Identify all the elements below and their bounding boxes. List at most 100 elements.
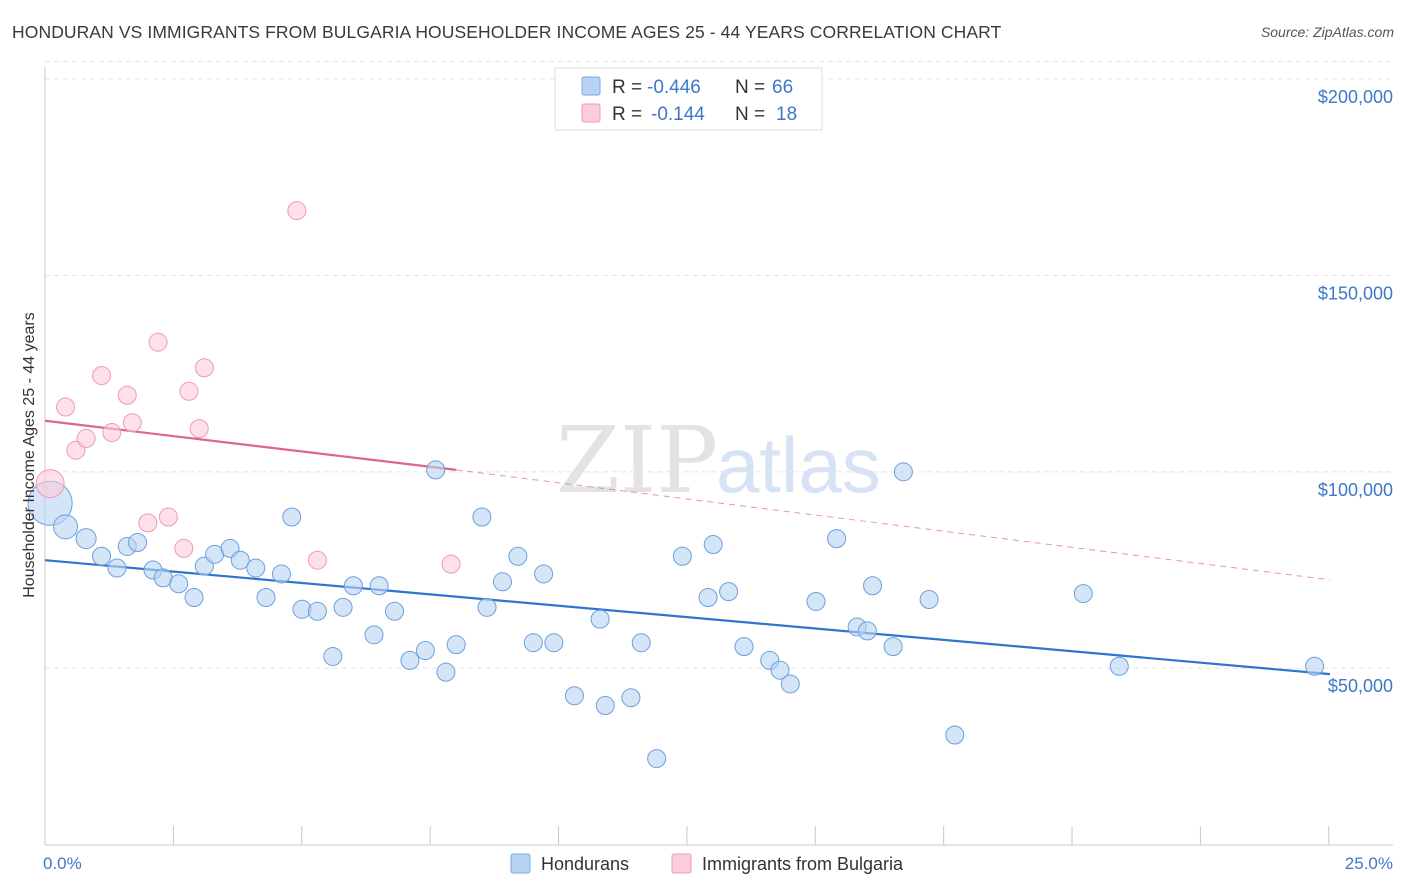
legend: R = -0.446 N = 66 R = -0.144 N = 18 — [554, 67, 823, 131]
point-hondurans-54 — [827, 529, 847, 549]
y-tick-label-1: $150,000 — [1318, 283, 1393, 303]
point-bulgaria-15 — [287, 201, 307, 221]
point-hondurans-37 — [534, 564, 554, 584]
watermark-atlas: atlas — [716, 421, 881, 509]
legend-r-value-hondurans: -0.446 — [647, 77, 701, 98]
legend-n-value-hondurans: 66 — [772, 77, 793, 98]
point-hondurans-36 — [523, 633, 543, 653]
point-hondurans-14 — [230, 550, 250, 570]
point-hondurans-17 — [271, 564, 291, 584]
x-tick-left: 0.0% — [43, 854, 82, 873]
point-hondurans-27 — [400, 650, 420, 670]
legend-n-value-bulgaria: 18 — [776, 104, 797, 125]
point-hondurans-24 — [364, 625, 384, 645]
point-hondurans-45 — [672, 546, 692, 566]
bottom-legend-hondurans: Hondurans — [541, 854, 629, 874]
legend-n-label-2: N = — [735, 104, 765, 125]
point-hondurans-6 — [128, 533, 148, 553]
watermark: ZIP atlas — [556, 407, 881, 514]
point-hondurans-35 — [508, 546, 528, 566]
point-hondurans-26 — [385, 601, 405, 621]
point-hondurans-34 — [492, 572, 512, 592]
point-bulgaria-17 — [441, 554, 461, 574]
point-hondurans-10 — [184, 588, 204, 608]
point-hondurans-49 — [734, 637, 754, 657]
point-hondurans-23 — [343, 576, 363, 596]
point-bulgaria-4 — [92, 366, 112, 386]
point-hondurans-1 — [53, 514, 79, 540]
point-bulgaria-3 — [76, 428, 96, 448]
trend-line-dashed-1 — [456, 469, 1331, 581]
point-hondurans-48 — [719, 582, 739, 602]
point-bulgaria-0 — [35, 469, 65, 499]
chart-title: HONDURAN VS IMMIGRANTS FROM BULGARIA HOU… — [12, 22, 1002, 42]
point-hondurans-21 — [323, 646, 343, 666]
legend-r-label-2: R = — [612, 104, 642, 125]
legend-swatch-hondurans — [581, 76, 601, 96]
point-hondurans-3 — [92, 546, 112, 566]
point-hondurans-63 — [1109, 656, 1129, 676]
point-hondurans-51 — [770, 660, 790, 680]
y-tick-labels: $200,000 $150,000 $100,000 $50,000 — [1318, 87, 1393, 696]
y-axis-title: Householder Income Ages 25 - 44 years — [21, 312, 38, 598]
point-hondurans-64 — [1305, 656, 1325, 676]
point-hondurans-9 — [169, 574, 189, 594]
legend-r-value-bulgaria: -0.144 — [651, 104, 705, 125]
y-tick-label-3: $50,000 — [1328, 676, 1393, 696]
point-hondurans-28 — [415, 641, 435, 661]
point-hondurans-25 — [369, 576, 389, 596]
point-bulgaria-12 — [179, 381, 199, 401]
point-bulgaria-10 — [158, 507, 178, 527]
point-hondurans-31 — [446, 635, 466, 655]
y-tick-label-2: $100,000 — [1318, 480, 1393, 500]
point-hondurans-41 — [595, 696, 615, 716]
point-bulgaria-11 — [174, 538, 194, 558]
point-hondurans-16 — [256, 588, 276, 608]
legend-n-label: N = — [735, 77, 765, 98]
point-bulgaria-1 — [56, 397, 76, 417]
point-hondurans-33 — [477, 597, 497, 617]
point-hondurans-15 — [246, 558, 266, 578]
point-hondurans-38 — [544, 633, 564, 653]
point-hondurans-46 — [698, 588, 718, 608]
point-hondurans-56 — [857, 621, 877, 641]
point-bulgaria-13 — [189, 419, 209, 439]
bottom-legend: Hondurans Immigrants from Bulgaria — [510, 853, 904, 874]
point-bulgaria-9 — [148, 332, 168, 352]
legend-swatch-bulgaria — [581, 103, 601, 123]
data-points — [27, 201, 1325, 769]
point-bulgaria-7 — [122, 413, 142, 433]
point-bulgaria-8 — [138, 513, 158, 533]
trend-line-0 — [44, 559, 1331, 676]
source-label: Source: ZipAtlas.com — [1260, 24, 1394, 40]
point-bulgaria-6 — [117, 385, 137, 405]
point-hondurans-43 — [631, 633, 651, 653]
bottom-legend-bulgaria: Immigrants from Bulgaria — [702, 854, 904, 874]
point-hondurans-2 — [75, 528, 97, 550]
point-hondurans-42 — [621, 688, 641, 708]
x-tick-right: 25.0% — [1345, 854, 1393, 873]
legend-r-label: R = — [612, 77, 642, 98]
point-hondurans-32 — [472, 507, 492, 527]
point-hondurans-52 — [780, 674, 800, 694]
point-hondurans-57 — [863, 576, 883, 596]
point-bulgaria-16 — [307, 550, 327, 570]
point-hondurans-29 — [426, 460, 446, 480]
point-hondurans-4 — [107, 558, 127, 578]
point-hondurans-60 — [919, 589, 939, 609]
point-hondurans-40 — [590, 609, 610, 629]
point-hondurans-39 — [564, 686, 584, 706]
point-bulgaria-14 — [194, 358, 214, 378]
point-hondurans-22 — [333, 597, 353, 617]
y-tick-label-0: $200,000 — [1318, 87, 1393, 107]
point-hondurans-58 — [883, 637, 903, 657]
point-hondurans-47 — [703, 534, 723, 554]
point-hondurans-59 — [893, 462, 913, 482]
point-hondurans-20 — [307, 601, 327, 621]
point-hondurans-61 — [945, 725, 965, 745]
point-hondurans-44 — [647, 749, 667, 769]
point-hondurans-30 — [436, 662, 456, 682]
axes — [44, 67, 1393, 846]
bottom-legend-swatch-bulgaria — [671, 853, 692, 874]
